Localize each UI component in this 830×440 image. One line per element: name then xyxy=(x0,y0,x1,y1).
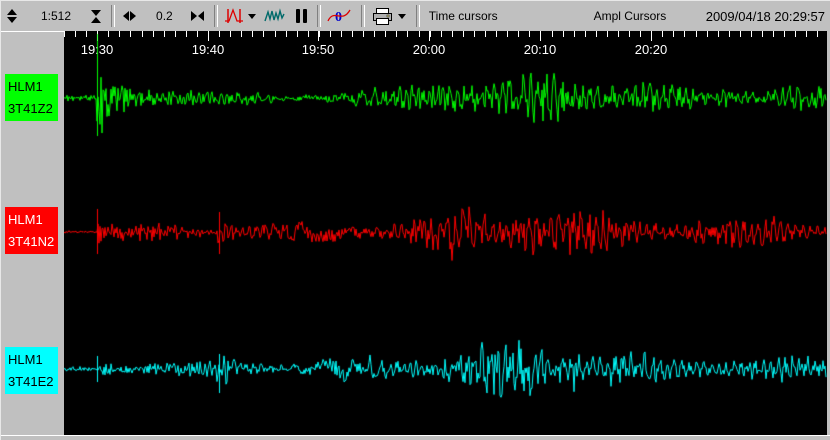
toolbar-separator xyxy=(213,5,218,27)
inward-left-icon xyxy=(197,11,204,21)
channel-name: 3T41E2 xyxy=(8,374,54,389)
station-name: HLM1 xyxy=(8,352,43,367)
ampl-cursors-toggle[interactable]: Ampl Cursors xyxy=(593,9,667,23)
inward-right-icon xyxy=(190,11,197,21)
pause-icon xyxy=(295,9,300,23)
current-datetime: 2009/04/18 20:29:57 xyxy=(705,8,825,24)
horizontal-scale-arrows-button[interactable] xyxy=(123,11,137,21)
svg-text:0: 0 xyxy=(335,10,342,25)
phase-pick-icon xyxy=(224,8,243,23)
print-dropdown-icon[interactable] xyxy=(397,13,406,19)
arrow-down-icon xyxy=(7,17,17,23)
arrow-left-icon xyxy=(123,11,130,21)
station-name: HLM1 xyxy=(8,212,43,227)
phase-pick-dropdown-icon[interactable] xyxy=(247,13,256,19)
pause-button[interactable] xyxy=(295,9,307,23)
seismogram-plot-area: 19:3019:4019:5020:0020:1020:20 xyxy=(64,31,827,435)
trace-label-3T41E2[interactable]: HLM1 3T41E2 xyxy=(5,347,58,394)
trace-label-sidebar: HLM1 3T41Z2 HLM1 3T41N2 HLM1 3T41E2 xyxy=(1,31,64,435)
toolbar: 1:512 0.2 xyxy=(1,1,830,31)
printer-icon xyxy=(372,7,392,25)
horizontal-scale-value: 0.2 xyxy=(156,9,173,23)
rotate-zero-icon: 0 xyxy=(327,9,351,25)
bottom-strip xyxy=(1,435,830,440)
arrow-right-icon xyxy=(130,11,137,21)
toolbar-separator xyxy=(360,5,365,27)
arrow-up-icon xyxy=(7,9,17,15)
horizontal-fit-button[interactable] xyxy=(190,11,204,21)
phase-pick-button[interactable] xyxy=(224,6,244,26)
toolbar-separator xyxy=(415,5,420,27)
toolbar-separator xyxy=(111,5,116,27)
trace-label-3T41Z2[interactable]: HLM1 3T41Z2 xyxy=(5,74,58,121)
trace-label-3T41N2[interactable]: HLM1 3T41N2 xyxy=(5,207,58,254)
waveform-button[interactable] xyxy=(264,8,286,24)
toolbar-separator xyxy=(316,5,321,27)
waveform-zigzag-icon xyxy=(264,8,285,22)
rotate-components-button[interactable]: 0 xyxy=(327,7,351,25)
print-button[interactable] xyxy=(371,7,394,26)
channel-name: 3T41Z2 xyxy=(8,101,53,116)
vertical-scale-value: 1:512 xyxy=(41,9,72,23)
compress-down-icon xyxy=(91,9,102,16)
vertical-scale-arrows-button[interactable] xyxy=(7,9,17,23)
time-cursors-toggle[interactable]: Time cursors xyxy=(428,9,498,23)
pause-icon xyxy=(302,9,307,23)
station-name: HLM1 xyxy=(8,79,43,94)
waveform-canvas[interactable] xyxy=(64,31,827,435)
channel-name: 3T41N2 xyxy=(8,234,55,249)
vertical-fit-button[interactable] xyxy=(91,9,102,23)
compress-up-icon xyxy=(91,16,102,23)
